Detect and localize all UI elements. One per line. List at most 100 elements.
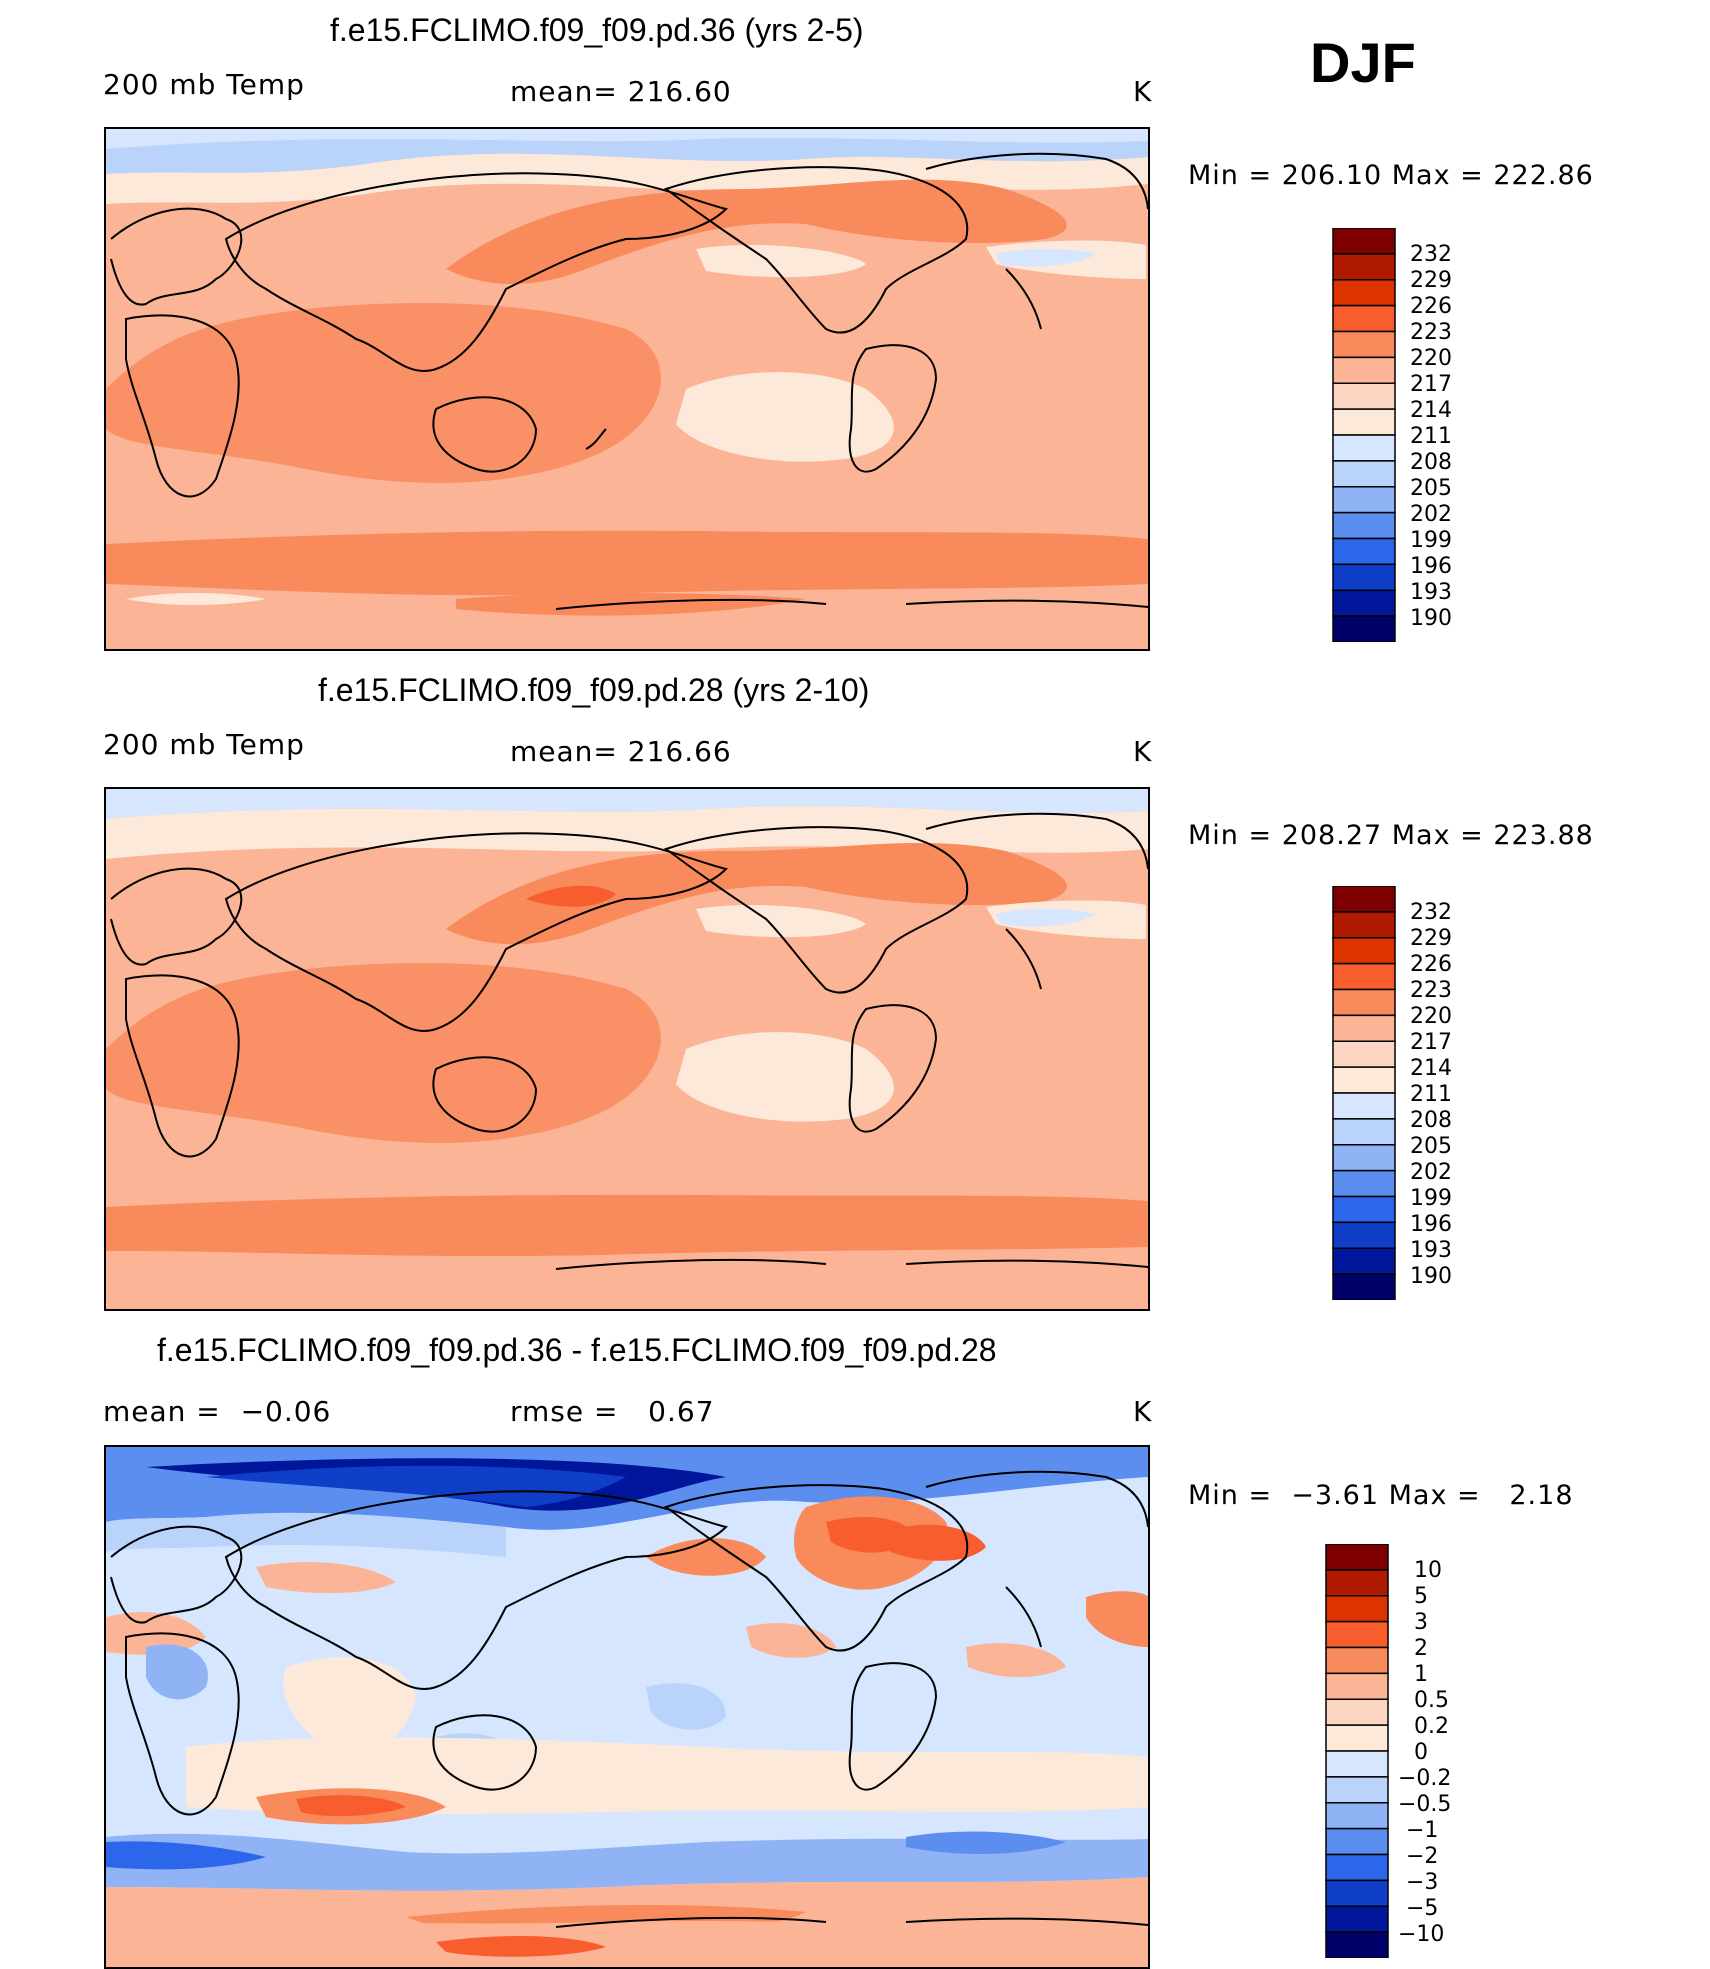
panel3-tick: 2 [1414,1636,1428,1661]
colorbar-cell [1332,356,1396,385]
colorbar-cell [1325,1750,1389,1778]
panel3-tick: −0.2 [1398,1766,1452,1791]
panel1-colorbar-svg [1332,228,1396,642]
panel3-minmax: Min = −3.61 Max = 2.18 [1188,1480,1574,1511]
colorbar-cell [1325,1802,1389,1830]
colorbar-cell [1332,589,1396,617]
colorbar-cell [1332,1014,1396,1043]
panel3-rmse-label: rmse = 0.67 [510,1395,715,1428]
panel2-tick: 190 [1410,1264,1452,1289]
panel2-tick: 232 [1410,900,1452,925]
colorbar-cell [1332,563,1396,592]
colorbar-cell [1325,1827,1389,1856]
colorbar-cell [1325,1620,1389,1649]
panel1-tick: 217 [1410,372,1452,397]
panel2-tick: 229 [1410,926,1452,951]
panel1-tick: 196 [1410,554,1452,579]
panel3-tick: −2 [1406,1844,1439,1869]
panel1-tick: 190 [1410,606,1452,631]
panel1-mean-label: mean= 216.60 [510,75,732,108]
panel1-tick: 193 [1410,580,1452,605]
panel2-tick: 193 [1410,1238,1452,1263]
panel1-tick: 211 [1410,424,1452,449]
panel2-tick: 205 [1410,1134,1452,1159]
panel2-tick: 211 [1410,1082,1452,1107]
panel1-colorbar [1332,228,1396,642]
panel3-tick: 0 [1414,1740,1428,1765]
panel3-tick: −5 [1406,1896,1439,1921]
colorbar-cell [1332,1040,1396,1068]
colorbar-cell [1325,1569,1389,1597]
panel2-tick: 223 [1410,978,1452,1003]
panel3-tick: −10 [1398,1922,1445,1947]
colorbar-cell [1332,937,1396,965]
panel2-colorbar [1332,886,1396,1300]
colorbar-cell [1325,1544,1389,1571]
colorbar-cell [1332,615,1396,642]
colorbar-cell [1332,1273,1396,1300]
colorbar-cell [1332,537,1396,566]
panel3-colorbar [1325,1544,1389,1958]
colorbar-cell [1325,1724,1389,1752]
panel1-map [104,127,1150,651]
panel1-colorbar-labels: 232 229 226 223 220 217 214 211 208 205 … [1410,228,1490,642]
colorbar-cell [1325,1595,1389,1623]
colorbar-cell [1325,1646,1389,1675]
colorbar-cell [1325,1879,1389,1908]
colorbar-cell [1332,962,1396,991]
colorbar-cell [1332,1169,1396,1198]
panel3-tick: 0.5 [1414,1688,1449,1713]
colorbar-cell [1332,253,1396,281]
panel3-units-label: K [1133,1395,1153,1428]
colorbar-cell [1332,1118,1396,1146]
colorbar-cell [1325,1776,1389,1804]
colorbar-cell [1332,911,1396,939]
panel1-tick: 205 [1410,476,1452,501]
panel2-tick: 220 [1410,1004,1452,1029]
colorbar-cell [1332,1092,1396,1120]
panel2-units-label: K [1133,735,1153,768]
panel1-tick: 208 [1410,450,1452,475]
panel1-variable-label: 200 mb Temp [103,68,305,101]
colorbar-cell [1325,1672,1389,1701]
colorbar-cell [1332,434,1396,462]
panel2-tick: 208 [1410,1108,1452,1133]
colorbar-cell [1332,1066,1396,1094]
panel2-coastlines [110,812,1148,1270]
panel1-tick: 229 [1410,268,1452,293]
panel2-map-svg [106,789,1148,1309]
panel3-colorbar-labels: 10 5 3 2 1 0.5 0.2 0 −0.2 −0.5 −1 −2 −3 … [1398,1544,1498,1958]
colorbar-cell [1332,460,1396,488]
panel2-tick: 202 [1410,1160,1452,1185]
panel1-minmax: Min = 206.10 Max = 222.86 [1188,160,1594,191]
panel3-map-svg [106,1447,1148,1967]
colorbar-cell [1332,279,1396,307]
panel3-mean-label: mean = −0.06 [103,1395,332,1428]
panel2-tick: 199 [1410,1186,1452,1211]
panel2-tick: 214 [1410,1056,1452,1081]
colorbar-cell [1332,330,1396,359]
panel3-coastlines [110,1470,1148,1928]
colorbar-cell [1332,408,1396,436]
panel1-title: f.e15.FCLIMO.f09_f09.pd.36 (yrs 2-5) [330,12,864,48]
panel2-mean-label: mean= 216.66 [510,735,732,768]
panel1-tick: 214 [1410,398,1452,423]
colorbar-cell [1332,304,1396,333]
colorbar-cell [1332,1247,1396,1275]
colorbar-cell [1325,1905,1389,1933]
panel1-tick: 202 [1410,502,1452,527]
panel2-tick: 196 [1410,1212,1452,1237]
colorbar-cell [1332,486,1396,514]
colorbar-cell [1332,228,1396,255]
panel3-colorbar-svg [1325,1544,1389,1958]
panel3-tick: 0.2 [1414,1714,1449,1739]
colorbar-cell [1325,1931,1389,1958]
colorbar-cell [1332,511,1396,540]
colorbar-cell [1332,1144,1396,1172]
panel1-tick: 223 [1410,320,1452,345]
panel2-colorbar-svg [1332,886,1396,1300]
panel2-map [104,787,1150,1311]
panel3-tick: −0.5 [1398,1792,1452,1817]
panel1-coastlines [110,152,1148,610]
colorbar-cell [1332,886,1396,913]
